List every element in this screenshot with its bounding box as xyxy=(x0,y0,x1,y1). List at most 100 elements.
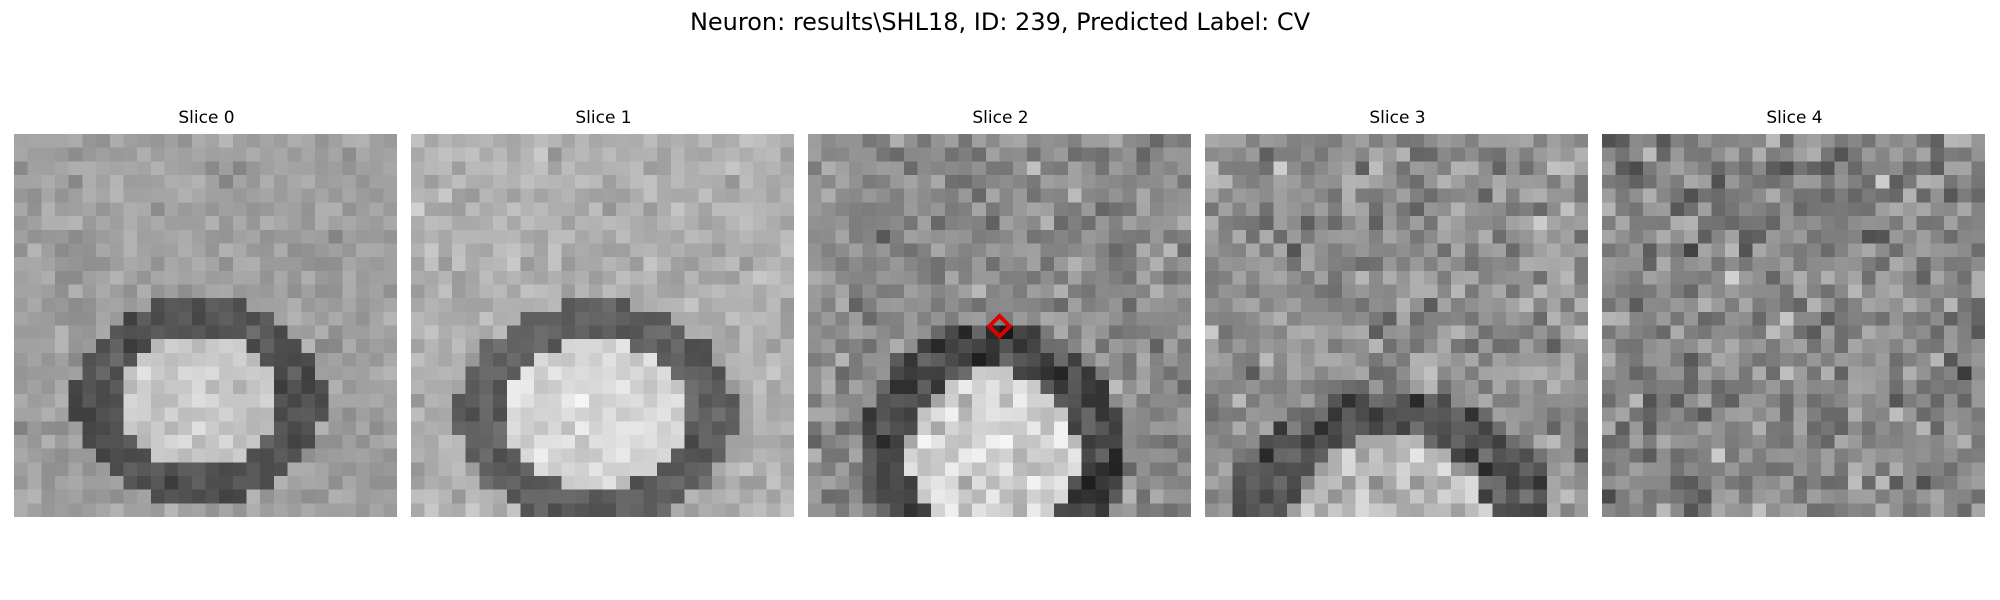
slice-pixel xyxy=(1643,489,1657,504)
slice-pixel xyxy=(68,489,83,504)
slice-pixel xyxy=(465,257,480,272)
slice-pixel xyxy=(958,229,973,244)
slice-pixel xyxy=(479,188,494,203)
slice-pixel xyxy=(1423,503,1438,517)
slice-pixel xyxy=(1943,434,1958,449)
slice-pixel xyxy=(137,188,152,203)
slice-pixel xyxy=(1643,366,1657,381)
slice-pixel xyxy=(314,229,329,244)
slice-pixel xyxy=(711,475,726,490)
slice-pixel xyxy=(479,503,494,517)
slice-pixel xyxy=(547,175,562,189)
slice-pixel xyxy=(780,175,794,189)
slice-pixel xyxy=(835,448,850,463)
slice-pixel xyxy=(561,311,576,326)
slice-pixel xyxy=(219,216,234,231)
slice-pixel xyxy=(150,503,165,517)
slice-pixel xyxy=(246,366,261,381)
slice-pixel xyxy=(1643,270,1657,285)
slice-pixel xyxy=(1752,503,1767,517)
slice-pixel xyxy=(1519,325,1534,340)
slice-pixel xyxy=(1163,339,1178,354)
slice-pixel xyxy=(1519,161,1534,176)
slice-pixel xyxy=(972,462,987,477)
slice-pixel xyxy=(780,188,794,203)
slice-pixel xyxy=(616,284,631,299)
slice-pixel xyxy=(1943,352,1958,367)
slice-pixel xyxy=(944,503,959,517)
slice-pixel xyxy=(1314,434,1329,449)
slice-pixel xyxy=(1369,380,1384,395)
slice-pixel xyxy=(1464,161,1479,176)
slice-pixel xyxy=(1684,393,1699,408)
slice-pixel xyxy=(14,175,28,189)
slice-pixel xyxy=(1259,188,1274,203)
slice-pixel xyxy=(123,339,138,354)
slice-pixel xyxy=(670,161,685,176)
slice-pixel xyxy=(972,229,987,244)
slice-pixel xyxy=(1054,257,1069,272)
slice-pixel xyxy=(985,380,1000,395)
slice-pixel xyxy=(506,339,521,354)
slice-pixel xyxy=(150,366,165,381)
slice-pixel xyxy=(1766,229,1781,244)
slice-pixel xyxy=(890,202,905,217)
slice-pixel xyxy=(493,257,508,272)
slice-pixel xyxy=(1122,311,1137,326)
slice-pixel xyxy=(150,270,165,285)
slice-pixel xyxy=(314,462,329,477)
slice-pixel xyxy=(438,448,453,463)
slice-pixel xyxy=(246,243,261,258)
slice-pixel xyxy=(328,503,343,517)
slice-pixel xyxy=(1314,175,1329,189)
slice-pixel xyxy=(1615,448,1630,463)
slice-pixel xyxy=(452,311,466,326)
slice-pixel xyxy=(958,448,973,463)
slice-pixel xyxy=(1026,216,1041,231)
slice-pixel xyxy=(1505,216,1520,231)
slice-pixel xyxy=(520,202,535,217)
slice-pixel xyxy=(1820,421,1835,436)
slice-pixel xyxy=(1205,489,1219,504)
slice-pixel xyxy=(287,270,302,285)
slice-pixel xyxy=(944,229,959,244)
slice-pixel xyxy=(1218,202,1233,217)
slice-pixel xyxy=(629,352,644,367)
slice-pixel xyxy=(1410,216,1425,231)
slice-pixel xyxy=(1054,202,1069,217)
slice-pixel xyxy=(985,366,1000,381)
slice-pixel xyxy=(999,134,1014,148)
slice-pixel xyxy=(438,503,453,517)
slice-pixel xyxy=(369,380,384,395)
slice-pixel xyxy=(1451,462,1466,477)
slice-pixel xyxy=(246,202,261,217)
slice-pixel xyxy=(1725,311,1740,326)
slice-pixel xyxy=(808,366,822,381)
slice-pixel xyxy=(931,393,946,408)
slice-pixel xyxy=(1437,462,1452,477)
slice-pixel xyxy=(1889,216,1904,231)
slice-pixel xyxy=(958,243,973,258)
slice-pixel xyxy=(41,380,56,395)
slice-pixel xyxy=(1314,475,1329,490)
slice-pixel xyxy=(205,366,220,381)
slice-pixel xyxy=(1314,503,1329,517)
slice-pixel xyxy=(1122,229,1137,244)
slice-pixel xyxy=(1410,270,1425,285)
slice-pixel xyxy=(1382,448,1397,463)
slice-pixel xyxy=(191,339,206,354)
slice-pixel xyxy=(493,216,508,231)
slice-pixel xyxy=(1149,257,1164,272)
slice-pixel xyxy=(1602,202,1616,217)
slice-pixel xyxy=(1095,421,1110,436)
slice-pixel xyxy=(903,462,918,477)
slice-pixel xyxy=(1437,448,1452,463)
slice-pixel xyxy=(1505,311,1520,326)
slice-pixel xyxy=(1848,489,1863,504)
slice-pixel xyxy=(1122,352,1137,367)
slice-pixel xyxy=(41,147,56,162)
slice-pixel xyxy=(1081,421,1096,436)
slice-pixel xyxy=(1684,134,1699,148)
slice-pixel xyxy=(41,489,56,504)
slice-pixel xyxy=(1670,325,1685,340)
